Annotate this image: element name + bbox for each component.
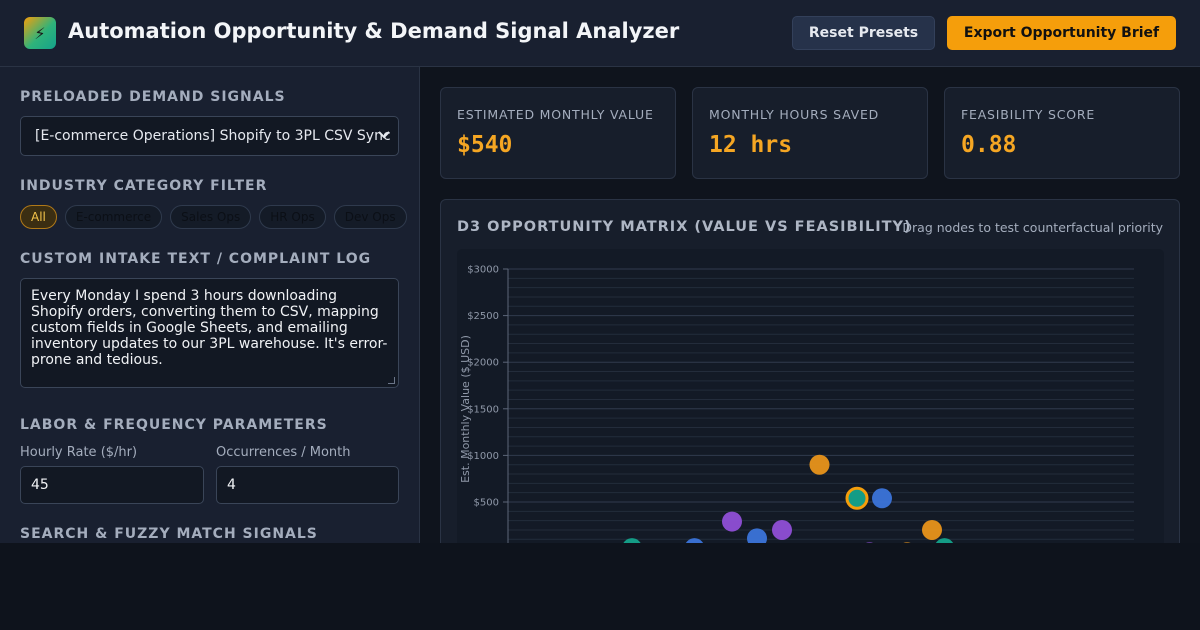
hourly-rate-input[interactable]: 45: [20, 466, 204, 504]
occurrences-input[interactable]: 4: [216, 466, 399, 504]
chip-hr-ops[interactable]: HR Ops: [259, 205, 326, 229]
opportunity-node[interactable]: [897, 542, 917, 543]
search-section-title: SEARCH & FUZZY MATCH SIGNALS: [20, 526, 318, 542]
opportunity-node[interactable]: [622, 538, 642, 543]
scatter-plot: $3000 $2500 $2000 $1500 $1000 $500 Est. Monthl…: [457, 249, 1164, 543]
opportunity-node[interactable]: [772, 519, 792, 540]
chevron-down-icon: [378, 117, 390, 155]
kpi-value: 0.88: [961, 132, 1017, 158]
y-tick-label: $2000: [467, 358, 499, 369]
opportunity-node[interactable]: [935, 538, 955, 543]
kpi-label: ESTIMATED MONTHLY VALUE: [457, 107, 654, 122]
kpi-value: 12 hrs: [709, 132, 793, 158]
kpi-label: FEASIBILITY SCORE: [961, 107, 1096, 122]
app-window: ⚡ Automation Opportunity & Demand Signal…: [0, 0, 1200, 543]
category-chip-group: All E-commerce Sales Ops HR Ops Dev Ops: [20, 205, 407, 229]
chip-all[interactable]: All: [20, 205, 57, 229]
kpi-hours-saved: MONTHLY HOURS SAVED 12 hrs: [692, 87, 928, 179]
kpi-feasibility-score: FEASIBILITY SCORE 0.88: [944, 87, 1180, 179]
occurrences-label: Occurrences / Month: [216, 445, 351, 460]
opportunity-node[interactable]: [922, 519, 942, 540]
y-tick-label: $1500: [467, 404, 499, 415]
y-axis-label: Est. Monthly Value ($ USD): [459, 335, 472, 483]
signals-section-title: PRELOADED DEMAND SIGNALS: [20, 89, 286, 105]
opportunity-node[interactable]: [845, 486, 869, 510]
lightning-icon: ⚡: [24, 17, 56, 49]
chip-dev-ops[interactable]: Dev Ops: [333, 205, 407, 229]
selected-signal-text: [E-commerce Operations] Shopify to 3PL C…: [35, 128, 391, 144]
export-brief-button[interactable]: Export Opportunity Brief: [947, 16, 1176, 50]
y-tick-label: $1000: [467, 451, 499, 462]
intake-text: Every Monday I spend 3 hours downloading…: [31, 288, 388, 368]
opportunity-node[interactable]: [860, 542, 880, 543]
resize-handle-icon[interactable]: [388, 377, 395, 384]
reset-presets-button[interactable]: Reset Presets: [792, 16, 935, 50]
y-tick-label: $500: [474, 498, 499, 509]
opportunity-node[interactable]: [722, 511, 742, 532]
y-tick-label: $2500: [467, 311, 499, 322]
chip-ecommerce[interactable]: E-commerce: [64, 205, 163, 229]
opportunity-node[interactable]: [809, 454, 830, 475]
app-title: Automation Opportunity & Demand Signal A…: [68, 19, 680, 43]
matrix-title: D3 OPPORTUNITY MATRIX (VALUE VS FEASIBIL…: [457, 219, 912, 235]
demand-signal-select[interactable]: [E-commerce Operations] Shopify to 3PL C…: [20, 116, 399, 156]
main-panel: ESTIMATED MONTHLY VALUE $540 MONTHLY HOU…: [420, 67, 1200, 543]
opportunity-node[interactable]: [747, 528, 767, 543]
kpi-label: MONTHLY HOURS SAVED: [709, 107, 880, 122]
opportunity-node[interactable]: [685, 538, 705, 543]
kpi-monthly-value: ESTIMATED MONTHLY VALUE $540: [440, 87, 676, 179]
y-tick-label: $3000: [467, 265, 499, 276]
labor-section-title: LABOR & FREQUENCY PARAMETERS: [20, 417, 328, 433]
filter-section-title: INDUSTRY CATEGORY FILTER: [20, 178, 268, 194]
scatter-svg: $3000 $2500 $2000 $1500 $1000 $500 Est. Monthl…: [459, 265, 1134, 543]
opportunity-node[interactable]: [872, 488, 892, 509]
hourly-rate-label: Hourly Rate ($/hr): [20, 445, 138, 460]
kpi-value: $540: [457, 132, 513, 158]
chip-sales-ops[interactable]: Sales Ops: [170, 205, 252, 229]
header-bar: ⚡ Automation Opportunity & Demand Signal…: [0, 0, 1200, 67]
matrix-hint: Drag nodes to test counterfactual priori…: [902, 220, 1163, 235]
intake-textarea[interactable]: Every Monday I spend 3 hours downloading…: [20, 278, 399, 388]
intake-section-title: CUSTOM INTAKE TEXT / COMPLAINT LOG: [20, 251, 372, 267]
opportunity-matrix-card: D3 OPPORTUNITY MATRIX (VALUE VS FEASIBIL…: [440, 199, 1180, 543]
sidebar: PRELOADED DEMAND SIGNALS [E-commerce Ope…: [0, 67, 420, 543]
